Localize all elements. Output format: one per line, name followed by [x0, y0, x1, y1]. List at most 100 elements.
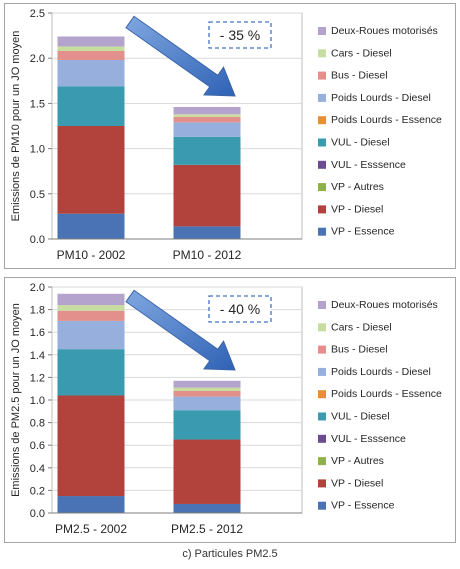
y-tick-label: 1.4: [30, 350, 45, 362]
legend-swatch: [318, 457, 326, 466]
y-tick-label: 1.2: [30, 372, 45, 384]
legend-label: VP - Autres: [331, 455, 384, 467]
legend-label: Deux-Roues motorisés: [331, 25, 438, 37]
bar-segment-vp-essence-pm2-5-2002: [57, 496, 125, 513]
legend-swatch: [318, 205, 326, 214]
legend-item-cars-diesel: Cars - Diesel: [318, 321, 392, 333]
bar-segment-poids-lourds-diesel-pm2-5-2002: [57, 320, 125, 350]
legend-swatch: [318, 71, 326, 80]
bar-segment-poids-lourds-diesel-pm10-2012: [173, 122, 241, 137]
legend-swatch: [318, 160, 326, 169]
bar-segment-vp-essence-pm10-2002: [57, 213, 125, 239]
trend-arrow: [125, 15, 236, 97]
legend-item-vp-diesel: VP - Diesel: [318, 477, 383, 489]
legend-swatch: [318, 227, 326, 236]
bar-segment-bus-diesel-pm2-5-2012: [173, 390, 241, 397]
legend-item-vp-diesel: VP - Diesel: [318, 203, 383, 215]
reduction-annotation: - 35 %: [220, 27, 260, 43]
legend-item-vul-esssence: VUL - Esssence: [318, 159, 406, 171]
legend-item-bus-diesel: Bus - Diesel: [318, 344, 388, 356]
bar-segment-vul-diesel-pm10-2002: [57, 86, 125, 126]
bar-segment-vp-essence-pm10-2012: [173, 226, 241, 239]
pm25-chart-panel: 0.0 0.2 0.4 0.6 0.8 1.0 1.2 1.4 1.6 1.8 2.0 Emissio…: [4, 277, 456, 543]
legend-swatch: [318, 301, 326, 309]
legend-swatch: [318, 479, 326, 488]
legend-swatch: [318, 434, 326, 443]
reduction-annotation-box: [208, 295, 272, 323]
legend-label: VP - Autres: [331, 181, 384, 193]
bar-segment-deux-roues-motorises-pm2-5-2012: [173, 380, 241, 388]
x-category-label: PM10 - 2012: [173, 248, 242, 262]
y-tick-label: 1.0: [30, 144, 45, 156]
legend-label: VP - Essence: [331, 500, 395, 512]
y-tick-label: 0.6: [30, 440, 45, 452]
bar-segment-vp-essence-pm2-5-2012: [173, 503, 241, 513]
legend-item-vul-esssence: VUL - Esssence: [318, 433, 406, 445]
bar-segment-bus-diesel-pm10-2002: [57, 50, 125, 61]
bar-segment-poids-lourds-diesel-pm10-2002: [57, 60, 125, 87]
bar-segment-vul-diesel-pm2-5-2002: [57, 349, 125, 396]
bar-segment-cars-diesel-pm2-5-2012: [173, 387, 241, 391]
legend-item-cars-diesel: Cars - Diesel: [318, 47, 392, 59]
bar-segment-vp-diesel-pm10-2002: [57, 126, 125, 214]
legend-label: VUL - Diesel: [331, 137, 390, 149]
legend-label: Poids Lourds - Diesel: [331, 366, 431, 378]
legend-label: VP - Diesel: [331, 477, 383, 489]
figure-caption: c) Particules PM2.5: [182, 548, 278, 560]
y-tick-label: 0.8: [30, 418, 45, 430]
bar-segment-vul-diesel-pm2-5-2012: [173, 410, 241, 440]
legend-label: Poids Lourds - Essence: [331, 388, 442, 400]
legend-item-vp-essence: VP - Essence: [318, 500, 395, 512]
y-tick-label: 0.4: [30, 463, 45, 475]
legend-item-poids-lourds-essence: Poids Lourds - Essence: [318, 388, 442, 400]
y-tick-label: 1.6: [30, 327, 45, 339]
legend-label: Cars - Diesel: [331, 47, 392, 59]
bar-segment-cars-diesel-pm10-2002: [57, 46, 125, 51]
y-tick-label: 1.8: [30, 305, 45, 317]
legend-item-vul-diesel: VUL - Diesel: [318, 137, 390, 149]
bar-segment-cars-diesel-pm10-2012: [173, 114, 241, 117]
x-category-label: PM2.5 - 2012: [171, 522, 243, 536]
legend-label: Deux-Roues motorisés: [331, 299, 438, 311]
legend-swatch: [318, 323, 326, 332]
legend-item-vp-autres: VP - Autres: [318, 181, 384, 193]
legend-label: Poids Lourds - Essence: [331, 114, 442, 126]
y-tick-label: 2.0: [30, 282, 45, 294]
bar-segment-vp-diesel-pm2-5-2012: [173, 439, 241, 504]
y-tick-label: 0.2: [30, 485, 45, 497]
y-tick-label: 0.5: [30, 189, 45, 201]
legend-swatch: [318, 116, 326, 125]
legend-item-vp-essence: VP - Essence: [318, 226, 395, 238]
legend-swatch: [318, 501, 326, 510]
legend-swatch: [318, 93, 326, 102]
x-category-label: PM10 - 2002: [57, 248, 126, 262]
bar-segment-bus-diesel-pm10-2012: [173, 116, 241, 123]
legend-label: VUL - Esssence: [331, 433, 406, 445]
bar-segment-vp-diesel-pm10-2012: [173, 164, 241, 227]
pm25-chart: 0.0 0.2 0.4 0.6 0.8 1.0 1.2 1.4 1.6 1.8 2.0 Emissio…: [10, 282, 442, 536]
y-tick-label: 0.0: [30, 508, 45, 520]
legend-swatch: [318, 412, 326, 421]
pm10-chart-panel: 0.0 0.5 1.0 1.5 2.0 2.5 Emissions de PM10 pour…: [4, 3, 456, 269]
legend-swatch: [318, 49, 326, 58]
y-tick-label: 1.5: [30, 98, 45, 110]
legend-label: Bus - Diesel: [331, 70, 388, 82]
legend-item-poids-lourds-essence: Poids Lourds - Essence: [318, 114, 442, 126]
legend-item-bus-diesel: Bus - Diesel: [318, 70, 388, 82]
legend-item-poids-lourds-diesel: Poids Lourds - Diesel: [318, 92, 431, 104]
y-axis-label: Emissions de PM2.5 pour un JO moyen: [10, 303, 22, 497]
y-tick-label: 1.0: [30, 395, 45, 407]
legend-swatch: [318, 367, 326, 376]
legend-item-deux-roues-motorises: Deux-Roues motorisés: [318, 299, 438, 311]
legend-swatch: [318, 183, 326, 192]
bar-segment-vp-diesel-pm2-5-2002: [57, 395, 125, 497]
legend-item-vul-diesel: VUL - Diesel: [318, 411, 390, 423]
legend-swatch: [318, 138, 326, 147]
x-category-label: PM2.5 - 2002: [55, 522, 127, 536]
legend-item-poids-lourds-diesel: Poids Lourds - Diesel: [318, 366, 431, 378]
legend-swatch: [318, 345, 326, 354]
legend-label: VP - Essence: [331, 226, 395, 238]
bar-segment-deux-roues-motorises-pm10-2012: [173, 107, 241, 115]
legend-item-deux-roues-motorises: Deux-Roues motorisés: [318, 25, 438, 37]
bar-segment-deux-roues-motorises-pm10-2002: [57, 36, 125, 47]
